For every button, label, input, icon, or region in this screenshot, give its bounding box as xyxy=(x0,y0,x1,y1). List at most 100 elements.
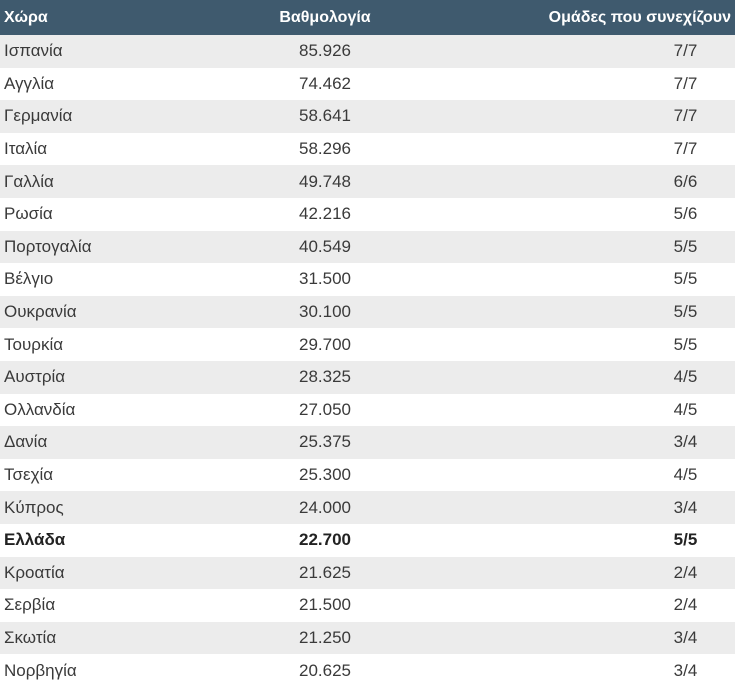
cell-score: 49.748 xyxy=(299,171,351,191)
cell-teams-value: 4/5 xyxy=(673,367,698,387)
cell-score: 28.325 xyxy=(299,367,351,387)
cell-teams: 7/7 xyxy=(420,68,735,101)
table-row: Βέλγιο 31.500 5/5 xyxy=(0,263,735,296)
header-country: Χώρα xyxy=(4,8,48,26)
table-row: Σκωτία 21.250 3/4 xyxy=(0,621,735,655)
cell-score: 20.625 xyxy=(299,660,351,680)
table-row: Τουρκία 29.700 5/5 xyxy=(0,328,735,361)
cell-teams-value: 3/4 xyxy=(673,432,698,452)
cell-teams: 2/4 xyxy=(420,589,735,622)
cell-score: 85.926 xyxy=(299,41,351,61)
cell-teams: 6/6 xyxy=(420,165,735,198)
cell-teams-value: 5/5 xyxy=(673,269,698,289)
cell-score: 21.625 xyxy=(299,562,351,582)
cell-teams: 4/5 xyxy=(420,361,735,394)
table-row: Νορβηγία 20.625 3/4 xyxy=(0,654,735,686)
cell-teams-value: 5/5 xyxy=(673,236,698,256)
table-row: Κροατία 21.625 2/4 xyxy=(0,556,735,590)
table-row: Γερμανία 58.641 7/7 xyxy=(0,100,735,133)
header-row: Χώρα Βαθμολογία Ομάδες που συνεχίζουν xyxy=(0,0,735,35)
cell-score: 31.500 xyxy=(299,269,351,289)
cell-score: 29.700 xyxy=(299,334,351,354)
cell-score: 21.500 xyxy=(299,595,351,615)
cell-score: 74.462 xyxy=(299,73,351,93)
cell-score: 21.250 xyxy=(299,627,351,647)
cell-country: Αγγλία xyxy=(4,73,55,93)
table-row: Ιταλία 58.296 7/7 xyxy=(0,132,735,166)
cell-teams-value: 5/5 xyxy=(673,334,698,354)
cell-country: Νορβηγία xyxy=(4,660,77,680)
header-teams: Ομάδες που συνεχίζουν xyxy=(548,8,731,26)
table-row: Πορτογαλία 40.549 5/5 xyxy=(0,230,735,264)
table-row: Αυστρία 28.325 4/5 xyxy=(0,360,735,394)
table-row: Ελλάδα 22.700 5/5 xyxy=(0,523,735,557)
cell-country: Ολλανδία xyxy=(4,399,76,419)
table-row: Κύπρος 24.000 3/4 xyxy=(0,491,735,524)
cell-teams: 3/4 xyxy=(420,622,735,655)
cell-teams-value: 2/4 xyxy=(673,562,698,582)
cell-teams-value: 3/4 xyxy=(673,627,698,647)
cell-teams: 7/7 xyxy=(420,100,735,133)
table-row: Δανία 25.375 3/4 xyxy=(0,426,735,459)
cell-teams-value: 3/4 xyxy=(673,497,698,517)
cell-teams-value: 7/7 xyxy=(673,139,698,159)
table-row: Σερβία 21.500 2/4 xyxy=(0,589,735,622)
cell-teams: 3/4 xyxy=(420,491,735,524)
header-score: Βαθμολογία xyxy=(279,8,371,26)
table-row: Αγγλία 74.462 7/7 xyxy=(0,67,735,101)
cell-teams: 3/4 xyxy=(420,654,735,686)
cell-teams-value: 7/7 xyxy=(673,41,698,61)
cell-country: Γαλλία xyxy=(4,171,54,191)
cell-country: Κύπρος xyxy=(4,497,64,517)
cell-teams: 2/4 xyxy=(420,557,735,590)
cell-teams-value: 5/5 xyxy=(673,530,698,550)
cell-country: Ουκρανία xyxy=(4,302,77,322)
table-row: Ολλανδία 27.050 4/5 xyxy=(0,393,735,427)
cell-score: 58.296 xyxy=(299,139,351,159)
cell-teams-value: 4/5 xyxy=(673,399,698,419)
cell-score: 58.641 xyxy=(299,106,351,126)
table-row: Τσεχία 25.300 4/5 xyxy=(0,458,735,492)
cell-teams-value: 4/5 xyxy=(673,465,698,485)
cell-teams-value: 5/5 xyxy=(673,302,698,322)
table-header: Χώρα Βαθμολογία Ομάδες που συνεχίζουν xyxy=(0,0,735,35)
cell-country: Σκωτία xyxy=(4,627,57,647)
table-row: Ισπανία 85.926 7/7 xyxy=(0,35,735,68)
cell-teams: 5/5 xyxy=(420,263,735,296)
cell-teams: 3/4 xyxy=(420,426,735,459)
cell-country: Ιταλία xyxy=(4,139,48,159)
cell-country: Ελλάδα xyxy=(4,530,66,550)
table-row: Ρωσία 42.216 5/6 xyxy=(0,197,735,231)
cell-country: Τουρκία xyxy=(4,334,64,354)
cell-country: Τσεχία xyxy=(4,465,54,485)
cell-score: 27.050 xyxy=(299,399,351,419)
cell-score: 24.000 xyxy=(299,497,351,517)
cell-teams-value: 6/6 xyxy=(673,171,698,191)
cell-score: 30.100 xyxy=(299,302,351,322)
cell-teams: 4/5 xyxy=(420,459,735,492)
cell-teams-value: 3/4 xyxy=(673,660,698,680)
cell-country: Γερμανία xyxy=(4,106,73,126)
cell-score: 25.300 xyxy=(299,465,351,485)
cell-teams-value: 7/7 xyxy=(673,73,698,93)
table-row: Γαλλία 49.748 6/6 xyxy=(0,165,735,198)
cell-teams: 5/5 xyxy=(420,328,735,361)
cell-score: 42.216 xyxy=(299,204,351,224)
cell-country: Δανία xyxy=(4,432,48,452)
cell-country: Αυστρία xyxy=(4,367,66,387)
cell-teams: 7/7 xyxy=(420,133,735,166)
cell-country: Πορτογαλία xyxy=(4,236,92,256)
table-row: Ουκρανία 30.100 5/5 xyxy=(0,295,735,329)
cell-score: 25.375 xyxy=(299,432,351,452)
cell-country: Ισπανία xyxy=(4,41,63,61)
cell-teams: 7/7 xyxy=(420,35,735,68)
cell-score: 40.549 xyxy=(299,236,351,256)
cell-teams-value: 5/6 xyxy=(673,204,698,224)
cell-teams: 5/6 xyxy=(420,198,735,231)
cell-country: Κροατία xyxy=(4,562,65,582)
cell-country: Σερβία xyxy=(4,595,56,615)
table-body: Ισπανία 85.926 7/7 Αγγλία 74.462 7/7 Γερμανία 5… xyxy=(0,35,735,686)
cell-teams-value: 2/4 xyxy=(673,595,698,615)
cell-country: Βέλγιο xyxy=(4,269,54,289)
